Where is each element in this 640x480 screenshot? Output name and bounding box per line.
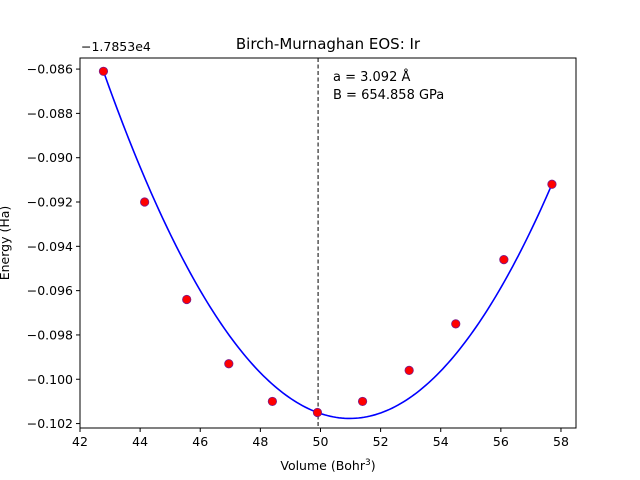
data-point	[357, 396, 368, 407]
annotation-lattice-constant: a = 3.092 Å	[333, 69, 410, 85]
y-tick-label: −0.096	[27, 283, 73, 298]
y-offset-label: −1.7853e4	[81, 39, 151, 54]
y-tick-label: −0.088	[27, 106, 73, 121]
y-tick-label: −0.094	[27, 239, 73, 254]
y-axis-label: Energy (Ha)	[0, 206, 12, 281]
y-tick-label: −0.098	[27, 327, 73, 342]
x-tick-label: 48	[252, 434, 268, 449]
fit-curve-layer	[102, 71, 553, 420]
x-tick-label: 44	[132, 434, 148, 449]
y-tick-label: −0.092	[27, 195, 73, 210]
data-point	[224, 359, 234, 369]
chart-title: Birch-Murnaghan EOS: Ir	[236, 35, 421, 53]
data-point	[267, 396, 277, 407]
x-tick-label: 42	[72, 434, 88, 449]
data-point	[451, 319, 461, 329]
x-tick-label: 58	[553, 434, 569, 449]
data-point	[312, 407, 323, 418]
x-axis-ticks: 42 44 46 48 50 52 54 56 58	[72, 428, 569, 449]
x-axis-label-close: )	[371, 458, 376, 473]
y-axis-ticks: −0.086 −0.088 −0.090 −0.092 −0.094 −0.096 −0.0…	[27, 62, 80, 431]
data-point	[182, 294, 192, 305]
data-points-layer	[98, 66, 557, 418]
x-tick-label: 54	[433, 434, 449, 449]
data-point	[404, 365, 414, 375]
x-tick-label: 56	[493, 434, 509, 449]
x-tick-label: 50	[313, 434, 329, 449]
x-axis-label-base: Volume (Bohr	[280, 458, 365, 473]
data-point	[547, 179, 557, 189]
y-tick-label: −0.100	[27, 372, 73, 387]
x-tick-label: 46	[192, 434, 208, 449]
fit-curve	[102, 71, 553, 420]
data-point	[140, 197, 150, 207]
annotation-bulk-modulus: B = 654.858 GPa	[333, 88, 444, 103]
x-axis-label: Volume (Bohr3)	[280, 458, 375, 473]
y-tick-label: −0.086	[27, 62, 73, 77]
plot-area-frame	[79, 57, 577, 429]
y-tick-label: −0.102	[27, 416, 73, 431]
y-tick-label: −0.090	[27, 150, 73, 165]
x-tick-label: 52	[373, 434, 389, 449]
data-point	[499, 255, 509, 265]
x-axis-label-superscript: 3	[365, 458, 371, 468]
data-point	[98, 66, 109, 76]
